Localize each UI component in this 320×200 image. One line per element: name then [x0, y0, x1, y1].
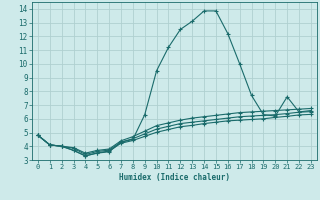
X-axis label: Humidex (Indice chaleur): Humidex (Indice chaleur)	[119, 173, 230, 182]
